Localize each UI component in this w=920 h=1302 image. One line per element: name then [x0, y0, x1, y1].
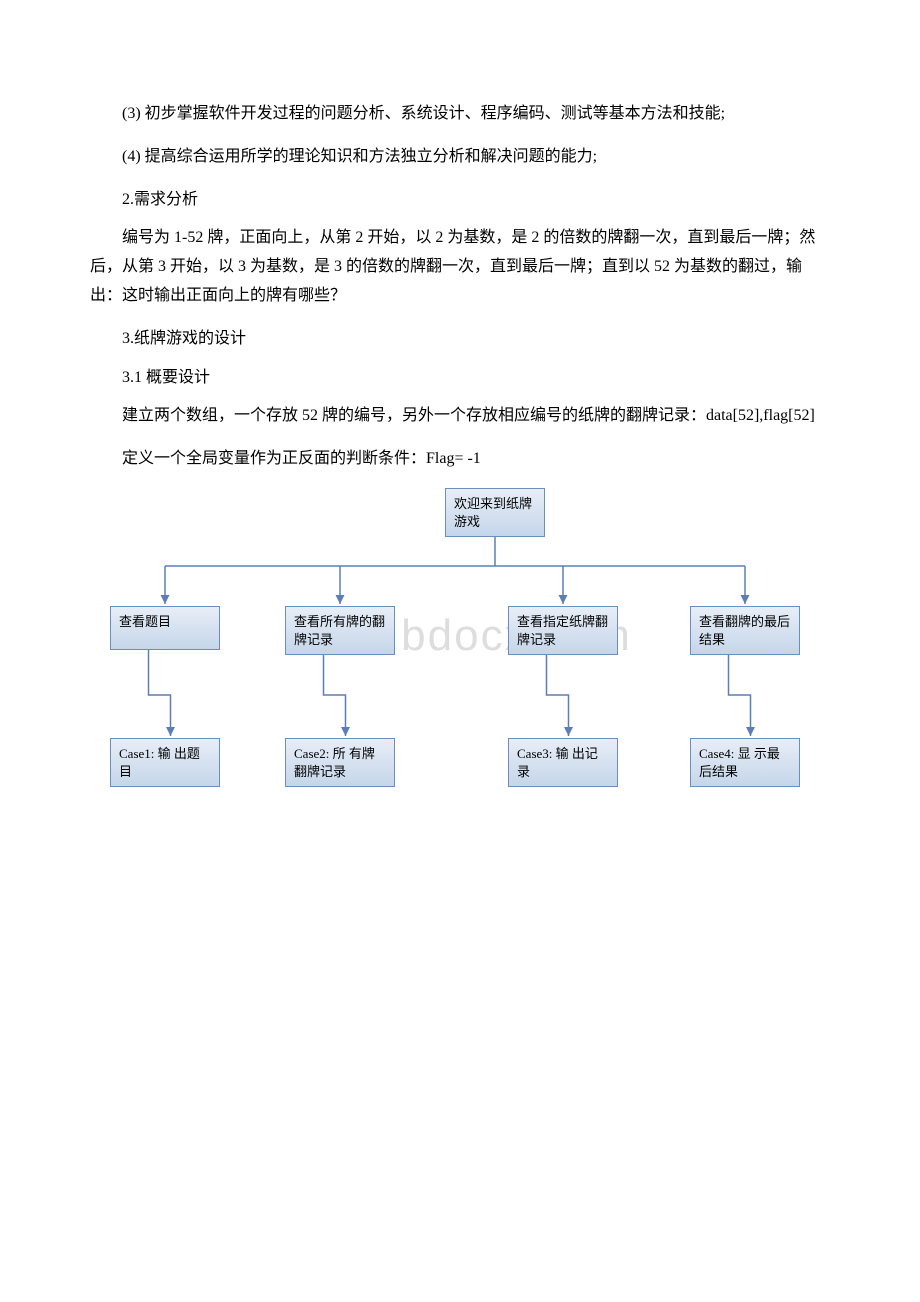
flowchart-level2-node-2: Case3: 输 出记录 [508, 738, 618, 787]
text: (3) 初步掌握软件开发过程的问题分析、系统设计、程序编码、测试等基本方法和技能… [122, 105, 725, 122]
paragraph-flag: 定义一个全局变量作为正反面的判断条件：Flag= -1 [90, 445, 830, 474]
flowchart-level1-node-1: 查看所有牌的翻牌记录 [285, 606, 395, 655]
paragraph-arrays: 建立两个数组，一个存放 52 牌的编号，另外一个存放相应编号的纸牌的翻牌记录：d… [90, 402, 830, 431]
section-3-1-heading: 3.1 概要设计 [90, 364, 830, 393]
text: 建立两个数组，一个存放 52 牌的编号，另外一个存放相应编号的纸牌的翻牌记录：d… [122, 407, 815, 424]
paragraph-3: (3) 初步掌握软件开发过程的问题分析、系统设计、程序编码、测试等基本方法和技能… [90, 100, 830, 129]
flowchart-level2-node-1: Case2: 所 有牌翻牌记录 [285, 738, 395, 787]
text: 编号为 1-52 牌，正面向上，从第 2 开始，以 2 为基数，是 2 的倍数的… [90, 229, 815, 304]
flowchart-root-node: 欢迎来到纸牌游戏 [445, 488, 545, 537]
section-3-heading: 3.纸牌游戏的设计 [90, 325, 830, 354]
flowchart-level1-node-0: 查看题目 [110, 606, 220, 650]
text: (4) 提高综合运用所学的理论知识和方法独立分析和解决问题的能力; [122, 148, 597, 165]
document-page: (3) 初步掌握软件开发过程的问题分析、系统设计、程序编码、测试等基本方法和技能… [0, 0, 920, 868]
text: 3.1 概要设计 [122, 369, 210, 386]
flowchart-diagram: www.bdocx.com 欢迎来到纸牌游戏查看题目查看所有牌的翻牌记录查看指定… [90, 488, 830, 828]
paragraph-req: 编号为 1-52 牌，正面向上，从第 2 开始，以 2 为基数，是 2 的倍数的… [90, 224, 830, 310]
section-2-heading: 2.需求分析 [90, 186, 830, 215]
text: 定义一个全局变量作为正反面的判断条件：Flag= -1 [122, 450, 481, 467]
flowchart-level2-node-3: Case4: 显 示最后结果 [690, 738, 800, 787]
flowchart-level2-node-0: Case1: 输 出题目 [110, 738, 220, 787]
paragraph-4: (4) 提高综合运用所学的理论知识和方法独立分析和解决问题的能力; [90, 143, 830, 172]
text: 2.需求分析 [122, 191, 198, 208]
flowchart-level1-node-2: 查看指定纸牌翻牌记录 [508, 606, 618, 655]
text: 3.纸牌游戏的设计 [122, 330, 246, 347]
flowchart-level1-node-3: 查看翻牌的最后结果 [690, 606, 800, 655]
